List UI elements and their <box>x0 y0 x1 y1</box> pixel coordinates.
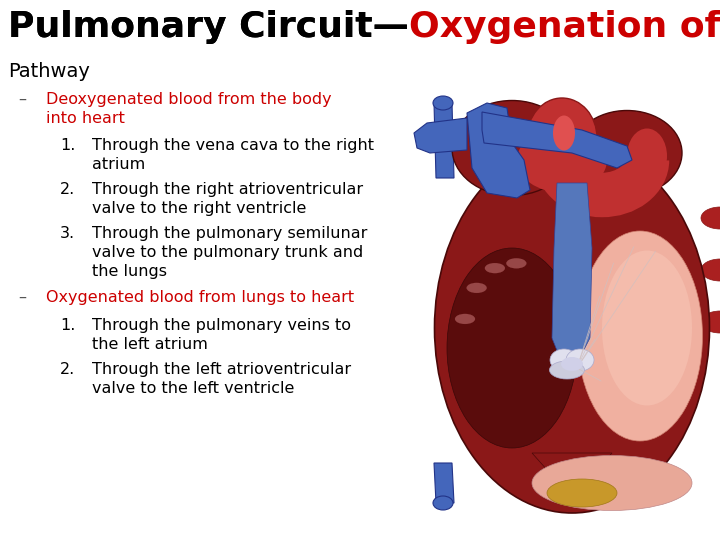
Text: Through the right atrioventricular
valve to the right ventricle: Through the right atrioventricular valve… <box>92 182 363 216</box>
Text: –: – <box>18 290 26 305</box>
Ellipse shape <box>527 98 597 178</box>
Ellipse shape <box>602 251 692 406</box>
Polygon shape <box>532 453 612 498</box>
Ellipse shape <box>452 100 572 195</box>
Ellipse shape <box>547 479 617 507</box>
Ellipse shape <box>550 349 578 371</box>
Ellipse shape <box>467 283 487 293</box>
Polygon shape <box>467 103 530 198</box>
Ellipse shape <box>455 314 475 324</box>
Text: –: – <box>18 92 26 107</box>
Ellipse shape <box>549 361 585 379</box>
Ellipse shape <box>566 349 594 371</box>
Text: 2.: 2. <box>60 182 76 197</box>
Text: 1.: 1. <box>60 138 76 153</box>
Ellipse shape <box>701 259 720 281</box>
Text: Pathway: Pathway <box>8 62 90 81</box>
Text: Pulmonary Circuit—: Pulmonary Circuit— <box>8 10 409 44</box>
Text: Pulmonary Circuit—: Pulmonary Circuit— <box>8 10 409 44</box>
Ellipse shape <box>433 96 453 110</box>
Text: Oxygenation of Blood: Oxygenation of Blood <box>409 10 720 44</box>
Ellipse shape <box>701 311 720 333</box>
Text: Through the left atrioventricular
valve to the left ventricle: Through the left atrioventricular valve … <box>92 362 351 396</box>
Ellipse shape <box>532 456 692 510</box>
Ellipse shape <box>517 127 607 192</box>
Ellipse shape <box>506 258 526 268</box>
Ellipse shape <box>553 116 575 151</box>
Text: Through the pulmonary veins to
the left atrium: Through the pulmonary veins to the left … <box>92 318 351 352</box>
Polygon shape <box>434 463 454 503</box>
Text: 3.: 3. <box>60 226 75 241</box>
Text: Oxygenated blood from lungs to heart: Oxygenated blood from lungs to heart <box>46 290 354 305</box>
Text: 2.: 2. <box>60 362 76 377</box>
Ellipse shape <box>577 231 703 441</box>
Ellipse shape <box>701 207 720 229</box>
Polygon shape <box>482 112 632 168</box>
Ellipse shape <box>434 143 709 513</box>
Polygon shape <box>434 103 454 178</box>
Text: 1.: 1. <box>60 318 76 333</box>
Text: Deoxygenated blood from the body
into heart: Deoxygenated blood from the body into he… <box>46 92 332 126</box>
Ellipse shape <box>447 248 577 448</box>
Ellipse shape <box>627 129 667 184</box>
Ellipse shape <box>561 357 583 371</box>
Polygon shape <box>414 118 467 153</box>
Ellipse shape <box>433 496 453 510</box>
Text: Through the pulmonary semilunar
valve to the pulmonary trunk and
the lungs: Through the pulmonary semilunar valve to… <box>92 226 367 279</box>
Ellipse shape <box>485 263 505 273</box>
Ellipse shape <box>572 111 682 195</box>
Polygon shape <box>552 183 592 363</box>
Text: Through the vena cava to the right
atrium: Through the vena cava to the right atriu… <box>92 138 374 172</box>
